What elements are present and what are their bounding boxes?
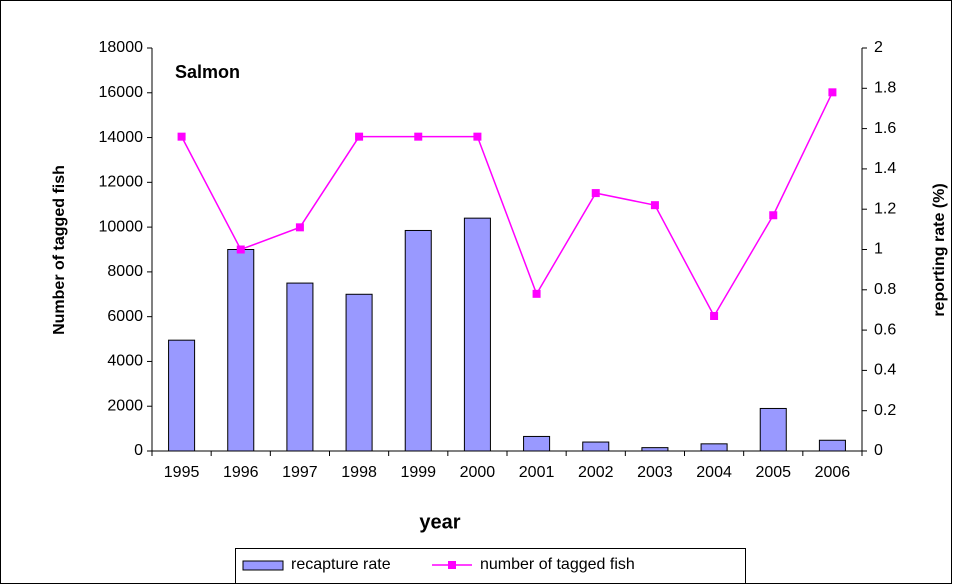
y2-tick-label: 1.2 [874,200,896,217]
x-tick-label: 1997 [282,464,318,481]
y-axis-title: Number of tagged fish [51,165,68,335]
y2-tick-label: 2 [874,39,883,56]
x-tick-label: 2002 [578,464,614,481]
y2-axis-title: reporting rate (%) [931,183,948,316]
line-marker [828,88,837,97]
x-tick-label: 2004 [696,464,732,481]
y2-tick-label: 0 [874,442,883,459]
line-marker [473,132,482,141]
y2-tick-label: 1.6 [874,120,896,137]
y2-tick-label: 0.2 [874,402,896,419]
bar [168,339,196,452]
bar [523,435,551,452]
y-tick-label: 2000 [107,397,143,414]
line-marker [710,311,719,320]
x-tick-label: 2003 [637,464,673,481]
line-marker [769,211,778,220]
y-tick-label: 8000 [107,263,143,280]
x-tick-label: 1995 [164,464,200,481]
y-tick-label: 10000 [99,218,144,235]
x-tick-label: 2001 [519,464,555,481]
x-tick-label: 2005 [755,464,791,481]
y2-tick-label: 1 [874,241,883,258]
bar [818,439,846,452]
bar [759,407,787,452]
bar [227,249,255,452]
y2-tick-label: 0.6 [874,321,896,338]
legend: recapture rate number of tagged fish [235,548,746,584]
line-marker [532,289,541,298]
line [180,92,834,318]
y-tick-label: 4000 [107,353,143,370]
y-tick-label: 16000 [99,84,144,101]
line-marker [177,132,186,141]
line-marker [236,245,245,254]
x-tick-label: 2000 [460,464,496,481]
line-marker [414,132,423,141]
line-marker [295,223,304,232]
y2-tick-label: 1.4 [874,160,896,177]
y2-tick-label: 0.8 [874,281,896,298]
y-tick-label: 12000 [99,174,144,191]
y2-tick-label: 0.4 [874,362,896,379]
bar [463,217,491,452]
legend-box [235,548,746,584]
legend-marker [448,561,456,569]
x-tick-label: 1998 [341,464,377,481]
y-tick-label: 0 [134,442,143,459]
y-tick-label: 6000 [107,308,143,325]
x-tick-label: 2006 [815,464,851,481]
line-marker [591,189,600,198]
line-marker [650,201,659,210]
bar [641,447,669,452]
line-marker [355,132,364,141]
x-tick-label: 1999 [400,464,436,481]
bar [404,229,432,452]
legend-label: number of tagged fish [480,556,635,573]
x-axis-title: year [419,511,460,533]
bar [582,441,610,452]
legend-label: recapture rate [291,556,391,573]
y-tick-label: 18000 [99,39,144,56]
bar [286,282,314,452]
bar [700,443,728,452]
y2-tick-label: 1.8 [874,80,896,97]
bar [345,293,373,452]
legend-swatch [242,560,284,571]
chart-title: Salmon [175,62,240,82]
y-tick-label: 14000 [99,129,144,146]
x-tick-label: 1996 [223,464,259,481]
